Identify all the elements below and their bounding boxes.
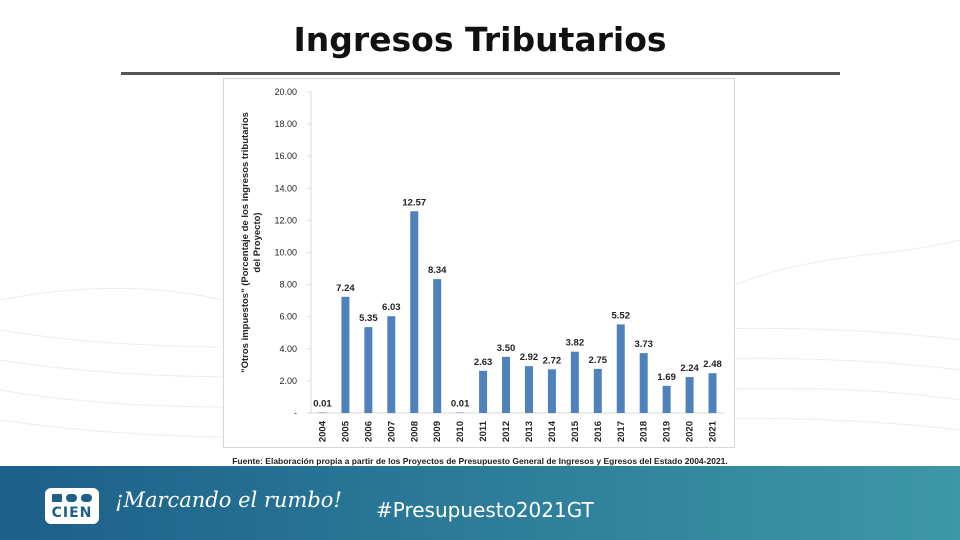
data-label: 1.69 [657,372,676,383]
slide-title: Ingresos Tributarios [293,20,667,59]
x-tick-label: 2004 [317,420,328,442]
data-label: 2.48 [703,359,722,370]
bar [685,377,694,413]
source-note: Fuente: Elaboración propia a partir de l… [232,456,728,466]
y-tick-label: 12.00 [274,215,297,225]
x-tick-label: 2014 [547,420,558,442]
bar [318,412,327,413]
title-underline [121,72,840,75]
bar [410,211,419,413]
data-label: 12.57 [402,197,426,208]
x-tick-label: 2009 [432,421,443,442]
data-label: 2.63 [474,357,493,368]
x-tick-label: 2008 [409,421,420,442]
data-label: 2.75 [589,355,608,366]
data-label: 8.34 [428,265,447,276]
bar [570,351,579,413]
bar [479,370,488,413]
x-tick-label: 2012 [501,421,512,442]
footer-banner: CIEN ¡Marcando el rumbo! #Presupuesto202… [0,466,960,540]
y-tick-label: 10.00 [274,248,297,258]
y-tick-label: - [294,408,297,418]
x-tick-label: 2010 [455,421,466,442]
data-label: 5.52 [612,310,631,321]
x-tick-label: 2018 [639,421,650,442]
bar [433,279,442,413]
y-tick-label: 4.00 [279,344,297,354]
cien-logo: CIEN [45,488,99,524]
y-tick-label: 16.00 [274,151,297,161]
x-tick-label: 2017 [616,421,627,442]
logo-mark-icon [52,494,92,502]
data-label: 6.03 [382,302,401,313]
bar [456,412,465,413]
y-axis-title-line: "Otros impuestos" (Porcentaje de los ing… [240,112,251,373]
bar [616,324,625,413]
slogan: ¡Marcando el rumbo! [115,488,342,512]
y-tick-label: 18.00 [274,119,297,129]
x-tick-label: 2021 [708,420,719,442]
bar [639,353,648,413]
data-label: 3.73 [634,339,653,350]
data-label: 0.01 [313,399,332,410]
x-tick-label: 2006 [363,421,374,442]
y-axis-title-line: del Proyecto) [252,212,263,272]
bar [364,327,373,413]
bar [502,356,511,413]
data-label: 3.50 [497,343,516,354]
hashtag: #Presupuesto2021GT [376,498,594,522]
x-tick-label: 2020 [685,421,696,442]
bar [708,373,717,413]
data-label: 2.72 [543,355,562,366]
x-tick-label: 2011 [478,420,489,441]
logo-text: CIEN [51,505,93,521]
y-tick-label: 2.00 [279,376,297,386]
y-tick-label: 14.00 [274,183,297,193]
y-axis-title: "Otros impuestos" (Porcentaje de los ing… [240,112,263,373]
x-tick-label: 2019 [662,421,673,442]
x-tick-label: 2005 [340,420,351,442]
data-label: 7.24 [336,283,355,294]
bar [662,385,671,413]
x-tick-label: 2015 [570,420,581,442]
bar [524,366,533,413]
data-label: 0.01 [451,399,470,410]
y-tick-label: 6.00 [279,312,297,322]
data-label: 3.82 [566,338,585,349]
data-label: 5.35 [359,313,378,324]
x-tick-label: 2007 [386,421,397,442]
data-label: 2.24 [680,363,699,374]
y-tick-label: 20.00 [274,87,297,97]
bar [341,296,350,413]
bar [387,316,396,413]
x-tick-label: 2013 [524,421,535,442]
bar [547,369,556,413]
x-tick-label: 2016 [593,421,604,442]
data-label: 2.92 [520,352,539,363]
bar [593,368,602,413]
y-tick-label: 8.00 [279,280,297,290]
chart-container: - 2.00 4.00 6.00 8.00 10.00 12.00 14.00 16.00 18.… [223,78,735,448]
bar-chart: - 2.00 4.00 6.00 8.00 10.00 12.00 14.00 16.00 18.… [240,87,724,442]
